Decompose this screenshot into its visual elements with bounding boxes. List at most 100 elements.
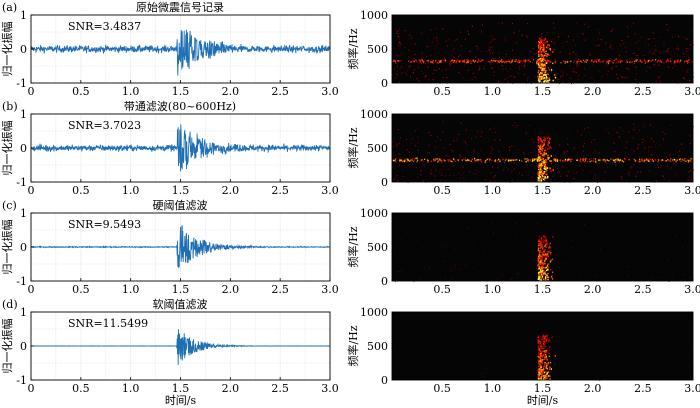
speckle-cell	[481, 362, 483, 364]
event-cell	[540, 237, 542, 240]
speckle-cell	[456, 137, 458, 139]
x-tick-label: 1.5	[534, 382, 552, 395]
speckle-cell	[475, 159, 477, 161]
noise-cell	[586, 61, 588, 63]
event-cell	[544, 38, 546, 41]
noise-cell	[398, 136, 400, 138]
noise-cell	[613, 142, 615, 144]
speckle-cell	[392, 141, 394, 143]
x-tick-label: 2.0	[584, 184, 602, 197]
event-cell	[546, 60, 548, 62]
noise-cell	[569, 157, 571, 160]
noise-cell	[676, 57, 678, 59]
event-cell	[539, 341, 542, 344]
noise-cell	[519, 69, 521, 71]
event-cell	[540, 60, 543, 62]
speckle-cell	[492, 52, 494, 54]
noise-band-cell	[435, 60, 437, 62]
event-cell	[544, 260, 546, 262]
event-cell	[543, 77, 546, 79]
speckle-cell	[495, 270, 497, 272]
y-tick-label: 0	[20, 43, 27, 56]
event-cell	[544, 163, 546, 165]
panel-title: 原始微震信号记录	[136, 0, 224, 14]
noise-cell	[670, 45, 672, 48]
event-cell	[543, 160, 545, 162]
event-cell	[551, 336, 553, 338]
noise-cell	[671, 66, 673, 69]
speckle-cell	[553, 48, 555, 51]
speckle-cell	[667, 224, 669, 226]
speckle-cell	[522, 258, 524, 260]
speckle-cell	[655, 49, 657, 51]
noise-band-cell	[498, 59, 501, 62]
speckle-cell	[561, 165, 563, 168]
event-cell	[542, 252, 545, 255]
x-tick-label: 2.5	[634, 184, 652, 197]
noise-cell	[408, 56, 410, 58]
event-cell	[547, 154, 549, 157]
noise-band-cell	[465, 159, 467, 162]
x-tick-label: 2.0	[222, 283, 240, 296]
noise-band-cell	[639, 59, 641, 62]
noise-cell	[551, 170, 553, 173]
noise-band-cell	[614, 161, 616, 163]
speckle-cell	[648, 226, 650, 228]
noise-band-cell	[394, 159, 396, 162]
speckle-cell	[421, 160, 423, 162]
noise-cell	[473, 150, 475, 152]
event-cell	[541, 369, 543, 371]
event-cell	[537, 177, 540, 180]
speckle-cell	[400, 363, 402, 365]
noise-band-cell	[652, 159, 655, 162]
speckle-cell	[541, 224, 543, 226]
noise-cell	[570, 171, 572, 173]
speckle-cell	[678, 35, 680, 37]
speckle-cell	[416, 127, 418, 129]
noise-band-cell	[610, 158, 612, 160]
event-cell	[538, 75, 541, 77]
noise-cell	[627, 60, 629, 63]
noise-cell	[536, 166, 538, 168]
event-cell	[543, 178, 545, 181]
event-cell	[537, 139, 539, 141]
noise-band-cell	[494, 159, 497, 161]
event-cell	[546, 375, 548, 378]
event-cell	[541, 49, 544, 51]
noise-band-cell	[613, 159, 615, 161]
event-cell	[539, 168, 542, 170]
noise-cell	[612, 154, 614, 156]
noise-cell	[637, 147, 639, 149]
noise-cell	[438, 69, 440, 71]
noise-cell	[552, 48, 554, 50]
event-cell	[538, 163, 540, 166]
event-cell	[542, 50, 545, 52]
noise-cell	[526, 171, 528, 173]
x-tick-label: 2.0	[584, 382, 602, 395]
speckle-cell	[676, 336, 678, 338]
noise-band-cell	[560, 62, 562, 64]
event-cell	[541, 245, 543, 248]
noise-cell	[431, 173, 433, 175]
speckle-cell	[584, 23, 586, 25]
event-cell	[541, 66, 543, 68]
speckle-cell	[655, 45, 657, 47]
event-cell	[547, 79, 549, 82]
noise-cell	[532, 68, 534, 70]
speckle-cell	[565, 239, 567, 241]
speckle-cell	[397, 30, 399, 32]
noise-band-cell	[463, 61, 466, 64]
event-cell	[537, 46, 540, 49]
noise-cell	[539, 65, 541, 67]
noise-band-cell	[612, 61, 614, 64]
noise-cell	[505, 39, 507, 41]
noise-band-cell	[684, 60, 686, 63]
speckle-cell	[628, 226, 630, 228]
event-cell	[539, 41, 541, 44]
noise-cell	[444, 41, 446, 43]
event-cell	[538, 43, 540, 45]
event-cell	[542, 270, 544, 273]
speckle-cell	[434, 146, 436, 148]
noise-cell	[644, 159, 646, 161]
event-cell	[540, 261, 542, 263]
